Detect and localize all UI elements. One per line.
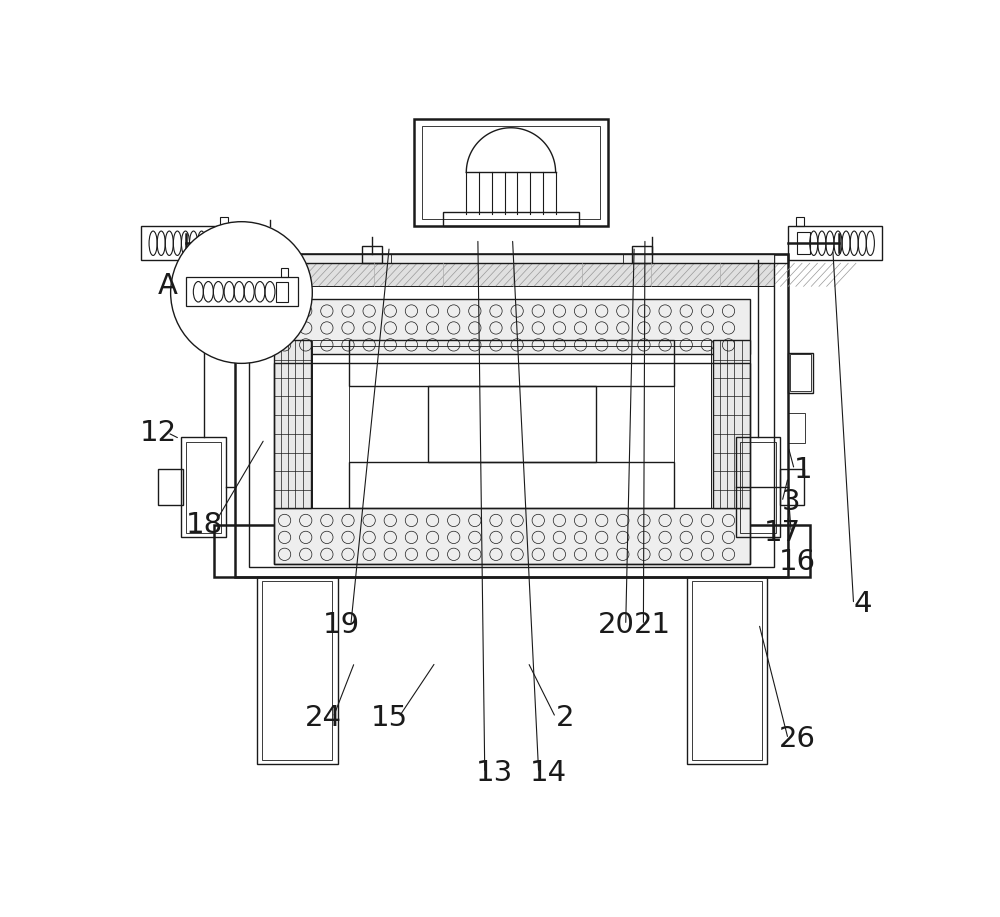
Bar [220, 217, 228, 226]
Text: 2: 2 [556, 703, 574, 732]
Text: A: A [158, 272, 177, 301]
Bar [788, 353, 813, 392]
Text: 4: 4 [854, 591, 872, 618]
Bar [141, 226, 235, 260]
Text: 13: 13 [475, 759, 513, 787]
Bar [736, 437, 780, 537]
Bar [276, 282, 288, 302]
Bar [235, 254, 788, 578]
Bar [214, 525, 810, 578]
Bar [312, 347, 711, 508]
Bar [274, 299, 750, 354]
Text: 18: 18 [186, 511, 223, 539]
Text: 14: 14 [529, 759, 566, 787]
Text: 21: 21 [634, 611, 671, 639]
Bar [235, 254, 788, 263]
Bar [790, 354, 811, 391]
Bar [186, 277, 298, 306]
Bar [780, 470, 804, 505]
Bar [443, 213, 579, 226]
Bar [692, 581, 762, 760]
Text: 16: 16 [779, 548, 816, 576]
Text: 3: 3 [782, 488, 801, 516]
Bar [414, 118, 608, 226]
Bar [674, 340, 711, 508]
Bar [181, 437, 226, 537]
Text: 24: 24 [305, 703, 342, 732]
Bar [214, 233, 226, 254]
Text: 26: 26 [779, 725, 816, 753]
Bar [274, 340, 311, 508]
Text: 17: 17 [763, 519, 801, 547]
Bar [788, 226, 882, 260]
Bar [362, 247, 382, 263]
Bar [281, 268, 288, 277]
Bar [249, 263, 774, 286]
Bar [796, 217, 804, 226]
Bar [274, 508, 750, 564]
Bar [797, 233, 810, 254]
Text: 20: 20 [598, 611, 635, 639]
Bar [788, 414, 805, 443]
Bar [687, 578, 767, 764]
Text: 15: 15 [371, 703, 408, 732]
Bar [632, 247, 652, 263]
Bar [249, 254, 774, 263]
Bar [740, 442, 776, 533]
Bar [158, 470, 183, 505]
Bar [186, 442, 221, 533]
Bar [274, 363, 750, 564]
Bar [422, 127, 600, 218]
Bar [249, 254, 774, 567]
Text: 12: 12 [140, 419, 177, 447]
Bar [349, 340, 674, 386]
Bar [257, 578, 338, 764]
Text: 1: 1 [794, 456, 813, 483]
Circle shape [171, 222, 312, 363]
Bar [349, 462, 674, 508]
Bar [312, 340, 349, 508]
Text: 19: 19 [323, 611, 360, 639]
Bar [382, 254, 391, 263]
Bar [249, 263, 774, 286]
Bar [428, 386, 596, 462]
Bar [713, 340, 750, 508]
Bar [623, 254, 632, 263]
Bar [262, 581, 332, 760]
